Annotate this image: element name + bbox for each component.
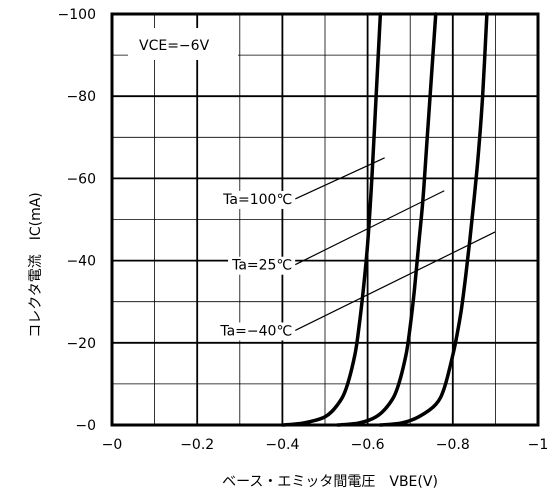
- annotation-leader-line: [294, 231, 496, 332]
- series-curve-2: [378, 12, 489, 427]
- series-curve-1: [336, 12, 438, 427]
- x-tick-label: −0.8: [436, 437, 470, 453]
- annotation-label: Ta=100℃: [222, 192, 292, 208]
- x-tick-label: −0.4: [265, 437, 299, 453]
- annotation-label-background: [219, 190, 296, 209]
- annotation-label-background: [228, 256, 296, 275]
- x-tick-label: −0.2: [180, 437, 214, 453]
- x-tick-label: −0: [102, 437, 123, 453]
- y-tick-label: −0: [75, 418, 96, 434]
- annotation-leader-line: [294, 190, 445, 266]
- y-axis-title: コレクタ電流 IC(mA): [28, 192, 44, 337]
- y-tick-label: −80: [66, 89, 96, 105]
- tick-labels: −0 −0.2 −0.4 −0.6 −0.8 −1 −0 −20 −40 −60 −80 −100: [58, 7, 549, 453]
- annotation-label: Ta=−40℃: [219, 323, 292, 339]
- annotations: Ta=100℃ Ta=25℃ Ta=−40℃: [216, 157, 496, 341]
- annotation-leader-line: [294, 157, 385, 200]
- plot-frame: [110, 12, 540, 427]
- annotation-label: Ta=25℃: [231, 258, 292, 274]
- condition-label: VCE=−6V: [139, 38, 210, 54]
- x-tick-label: −0.6: [351, 437, 385, 453]
- grid: [111, 13, 539, 426]
- y-tick-label: −100: [58, 7, 96, 23]
- annotation-label-background: [216, 322, 296, 341]
- y-tick-label: −40: [66, 254, 96, 270]
- condition-label-box: [128, 28, 238, 60]
- x-tick-label: −1: [528, 437, 549, 453]
- y-tick-label: −20: [66, 336, 96, 352]
- series-curve-0: [280, 12, 383, 427]
- x-axis-title: ベース・エミッタ間電圧 VBE(V): [222, 474, 438, 490]
- y-tick-label: −60: [66, 171, 96, 187]
- curves: [280, 12, 489, 427]
